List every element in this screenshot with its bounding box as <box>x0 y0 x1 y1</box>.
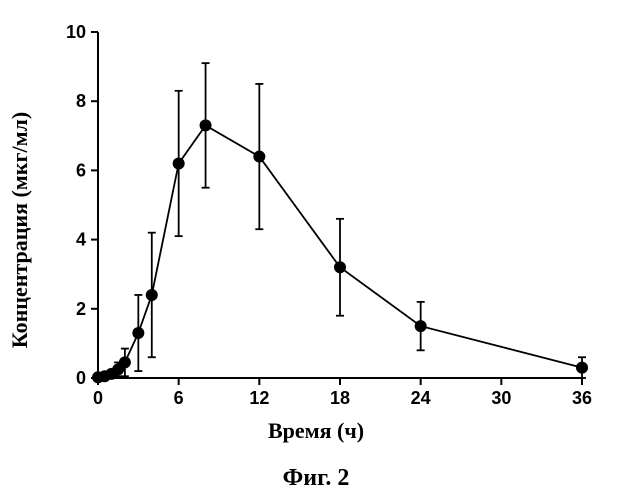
svg-text:18: 18 <box>330 388 350 408</box>
svg-text:30: 30 <box>491 388 511 408</box>
svg-text:10: 10 <box>66 22 86 42</box>
svg-text:36: 36 <box>572 388 592 408</box>
concentration-time-chart: 0246810061218243036 <box>30 20 602 440</box>
x-axis-label: Время (ч) <box>268 418 364 444</box>
svg-text:24: 24 <box>411 388 431 408</box>
figure-caption: Фиг. 2 <box>283 465 350 492</box>
svg-text:0: 0 <box>93 388 103 408</box>
svg-text:2: 2 <box>76 299 86 319</box>
svg-text:8: 8 <box>76 91 86 111</box>
chart-container: Концентрация (мкг/мл) 024681006121824303… <box>30 20 602 440</box>
svg-text:6: 6 <box>174 388 184 408</box>
svg-text:6: 6 <box>76 160 86 180</box>
y-axis-label: Концентрация (мкг/мл) <box>7 112 33 348</box>
svg-text:12: 12 <box>249 388 269 408</box>
svg-text:0: 0 <box>76 368 86 388</box>
svg-text:4: 4 <box>76 230 86 250</box>
